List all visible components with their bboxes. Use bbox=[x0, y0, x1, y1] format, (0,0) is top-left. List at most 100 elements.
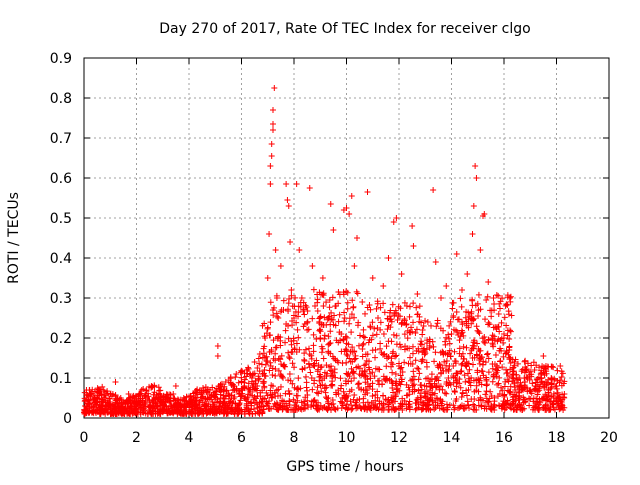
data-point bbox=[395, 405, 402, 411]
data-point bbox=[433, 394, 440, 401]
data-point bbox=[443, 401, 450, 408]
data-point bbox=[368, 399, 375, 406]
data-point bbox=[506, 355, 513, 362]
data-point bbox=[483, 382, 490, 389]
data-point bbox=[441, 358, 448, 365]
data-point bbox=[311, 363, 318, 370]
data-point bbox=[227, 398, 234, 405]
data-point bbox=[479, 368, 486, 375]
data-point bbox=[310, 342, 317, 349]
data-point bbox=[385, 401, 392, 408]
data-point bbox=[394, 388, 401, 395]
data-point bbox=[293, 181, 300, 187]
data-point bbox=[136, 391, 143, 398]
data-point bbox=[488, 404, 495, 411]
data-point bbox=[397, 344, 404, 351]
data-point bbox=[309, 315, 316, 322]
data-point bbox=[374, 394, 381, 401]
data-point bbox=[316, 371, 323, 378]
data-point bbox=[319, 275, 326, 281]
data-point bbox=[485, 279, 492, 285]
data-point bbox=[422, 393, 429, 400]
data-point bbox=[393, 309, 400, 316]
data-point bbox=[390, 331, 397, 338]
data-point bbox=[495, 380, 502, 387]
data-point bbox=[473, 175, 480, 181]
data-point bbox=[479, 335, 486, 342]
data-point bbox=[536, 404, 543, 411]
data-point bbox=[487, 388, 494, 395]
data-point bbox=[401, 331, 408, 338]
data-point bbox=[478, 381, 485, 388]
data-point bbox=[310, 331, 317, 338]
data-point bbox=[344, 371, 351, 378]
data-point bbox=[301, 350, 308, 357]
data-point bbox=[548, 375, 555, 382]
data-point bbox=[403, 405, 410, 412]
data-point bbox=[458, 303, 465, 310]
data-point bbox=[261, 320, 268, 327]
data-point bbox=[412, 357, 419, 364]
data-point bbox=[180, 409, 187, 416]
data-point bbox=[474, 300, 481, 307]
data-point bbox=[444, 404, 451, 411]
data-point bbox=[482, 391, 489, 398]
data-point bbox=[277, 308, 284, 315]
data-point bbox=[279, 404, 286, 411]
data-point bbox=[125, 391, 132, 397]
data-point bbox=[314, 307, 321, 314]
data-point bbox=[515, 395, 522, 402]
data-point bbox=[467, 382, 474, 389]
data-point bbox=[470, 315, 477, 322]
data-point bbox=[393, 341, 400, 348]
data-point bbox=[456, 345, 463, 352]
data-point bbox=[367, 324, 374, 331]
data-point bbox=[503, 349, 510, 356]
data-point bbox=[484, 381, 491, 388]
data-point bbox=[112, 379, 119, 385]
data-point bbox=[300, 299, 307, 306]
data-point bbox=[232, 374, 239, 381]
data-point bbox=[337, 375, 344, 382]
data-point bbox=[345, 393, 352, 400]
data-point bbox=[366, 358, 373, 365]
data-point bbox=[427, 396, 434, 403]
data-point bbox=[119, 410, 126, 417]
data-point bbox=[248, 402, 255, 409]
data-point bbox=[447, 318, 454, 325]
data-point bbox=[440, 405, 447, 412]
data-point bbox=[354, 381, 361, 388]
data-point bbox=[307, 369, 314, 376]
data-point bbox=[166, 397, 173, 404]
data-point bbox=[375, 315, 381, 321]
data-point bbox=[272, 366, 279, 373]
data-point bbox=[335, 318, 342, 325]
data-point bbox=[183, 410, 190, 417]
data-point bbox=[262, 354, 269, 361]
data-point bbox=[319, 377, 326, 384]
data-point bbox=[122, 400, 129, 407]
data-point bbox=[557, 362, 564, 369]
data-point bbox=[466, 366, 473, 373]
data-point bbox=[488, 313, 495, 320]
data-point bbox=[457, 295, 464, 302]
data-point bbox=[369, 275, 376, 281]
data-point bbox=[343, 370, 350, 377]
data-point bbox=[482, 359, 489, 366]
data-point bbox=[211, 409, 218, 416]
data-point bbox=[280, 297, 287, 304]
data-point bbox=[346, 320, 353, 327]
data-point bbox=[428, 391, 435, 398]
data-point bbox=[259, 409, 266, 416]
data-point bbox=[494, 381, 501, 388]
data-point bbox=[445, 331, 452, 338]
data-point bbox=[213, 385, 220, 392]
data-point bbox=[285, 300, 292, 307]
data-point bbox=[286, 355, 293, 362]
data-point bbox=[539, 395, 546, 402]
y-axis-label: ROTI / TECUs bbox=[6, 192, 22, 284]
data-point bbox=[542, 391, 549, 398]
data-point bbox=[84, 392, 91, 399]
data-point bbox=[359, 353, 366, 360]
data-point bbox=[434, 402, 441, 409]
